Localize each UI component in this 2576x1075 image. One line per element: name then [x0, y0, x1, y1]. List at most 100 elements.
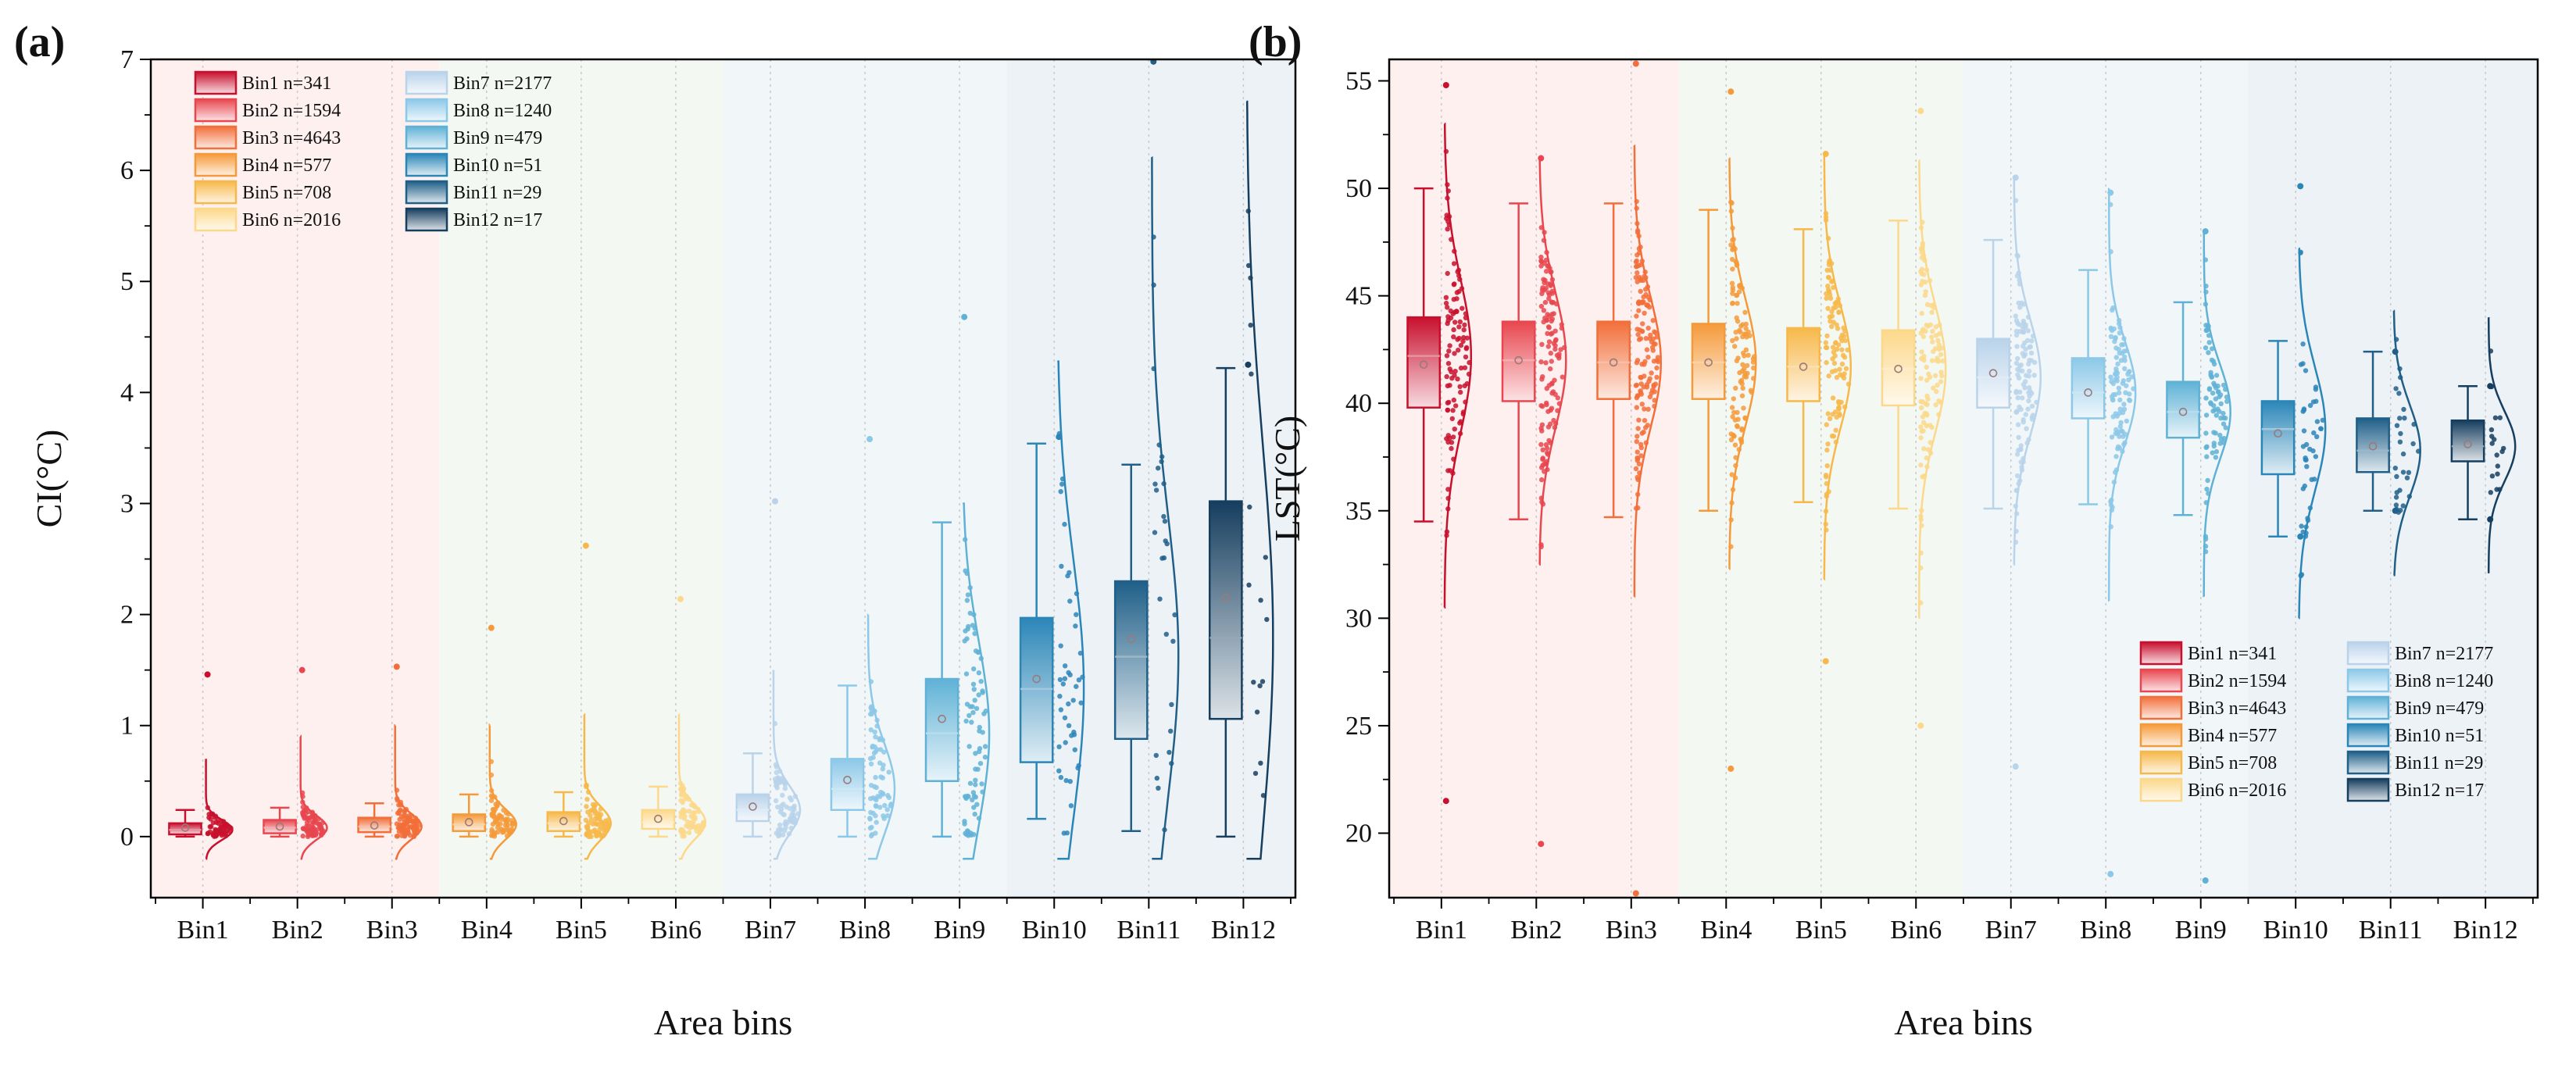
data-point	[1542, 230, 1547, 235]
data-point	[1538, 359, 1544, 365]
data-point	[1830, 395, 1836, 401]
data-point	[976, 649, 981, 655]
outlier-point	[1822, 151, 1829, 158]
legend-label-8: Bin8 n=1240	[453, 101, 552, 121]
data-point	[970, 709, 976, 716]
panel-label: (a)	[14, 18, 65, 66]
data-point	[2203, 302, 2209, 307]
data-point	[877, 747, 884, 752]
outlier-point	[393, 663, 400, 670]
data-point	[2205, 477, 2210, 484]
data-point	[678, 792, 684, 798]
data-point	[1643, 291, 1649, 298]
data-point	[2122, 354, 2128, 359]
data-point	[971, 687, 977, 692]
data-point	[2394, 473, 2399, 480]
data-point	[970, 797, 975, 802]
data-point	[1156, 442, 1162, 448]
data-point	[1552, 346, 1558, 352]
outlier-point	[961, 313, 968, 320]
data-point	[1732, 417, 1738, 423]
data-point	[1057, 694, 1063, 699]
data-point	[2303, 441, 2310, 448]
data-point	[2393, 502, 2399, 508]
data-point	[1738, 437, 1743, 442]
data-point	[1730, 300, 1735, 306]
data-point	[1167, 749, 1172, 755]
legend-swatch-2	[2139, 668, 2183, 693]
data-point	[1633, 383, 1639, 388]
data-point	[1743, 374, 1749, 380]
data-point	[1743, 326, 1749, 331]
data-point	[1058, 643, 1063, 648]
data-point	[2019, 467, 2025, 473]
data-point	[1169, 702, 1174, 707]
data-point	[869, 824, 874, 830]
data-point	[1924, 412, 1930, 418]
data-point	[2013, 198, 2019, 203]
x-tick-label: Bin5	[1795, 916, 1847, 945]
data-point	[1444, 212, 1449, 218]
data-point	[498, 826, 504, 832]
data-point	[2221, 421, 2227, 427]
legend-label-3: Bin3 n=4643	[2188, 698, 2286, 719]
data-point	[1918, 225, 1924, 230]
data-point	[491, 806, 497, 812]
data-point	[2206, 491, 2211, 496]
data-point	[1636, 233, 1642, 239]
data-point	[1928, 440, 1933, 445]
data-point	[1652, 330, 1659, 336]
data-point	[962, 819, 967, 824]
data-point	[2298, 362, 2304, 367]
data-point	[2121, 336, 2127, 341]
data-point	[1921, 474, 1927, 480]
data-point	[1559, 322, 1565, 327]
data-point	[1924, 402, 1930, 408]
data-point	[1456, 348, 1461, 353]
data-point	[1827, 295, 1834, 302]
data-point	[1728, 209, 1735, 214]
data-point	[2210, 359, 2217, 364]
data-point	[2494, 452, 2499, 458]
data-point	[2034, 399, 2039, 405]
data-point	[1449, 416, 1456, 422]
data-point	[1824, 291, 1829, 297]
data-point	[980, 688, 985, 694]
data-point	[1445, 305, 1450, 310]
data-point	[1924, 267, 1930, 273]
data-point	[1539, 428, 1545, 434]
data-point	[975, 766, 981, 772]
legend-label-10: Bin10 n=51	[453, 155, 542, 176]
data-point	[1058, 707, 1064, 712]
data-point	[1451, 397, 1457, 403]
data-point	[791, 803, 797, 809]
data-point	[884, 812, 891, 819]
data-point	[1642, 418, 1648, 423]
data-point	[869, 704, 874, 709]
data-point	[701, 820, 706, 826]
data-point	[2117, 397, 2123, 403]
data-point	[1444, 373, 1449, 380]
data-point	[223, 822, 229, 827]
data-point	[678, 814, 684, 820]
data-point	[877, 737, 882, 742]
outlier-point	[2107, 189, 2114, 196]
mean-marker-4	[464, 818, 473, 827]
data-point	[1924, 455, 1929, 461]
data-point	[1652, 381, 1659, 387]
data-point	[1062, 521, 1067, 527]
data-point	[2109, 379, 2114, 384]
mean-marker-4	[1704, 358, 1713, 367]
data-point	[1076, 677, 1082, 683]
data-point	[2014, 473, 2020, 479]
data-point	[972, 630, 977, 637]
data-point	[1462, 365, 1468, 370]
data-point	[1073, 623, 1078, 629]
data-point	[980, 730, 985, 735]
data-point	[1643, 440, 1649, 445]
data-point	[963, 537, 968, 542]
data-point	[1919, 355, 1924, 362]
data-point	[2116, 429, 2121, 434]
data-point	[1454, 290, 1460, 295]
data-point	[1654, 358, 1660, 363]
